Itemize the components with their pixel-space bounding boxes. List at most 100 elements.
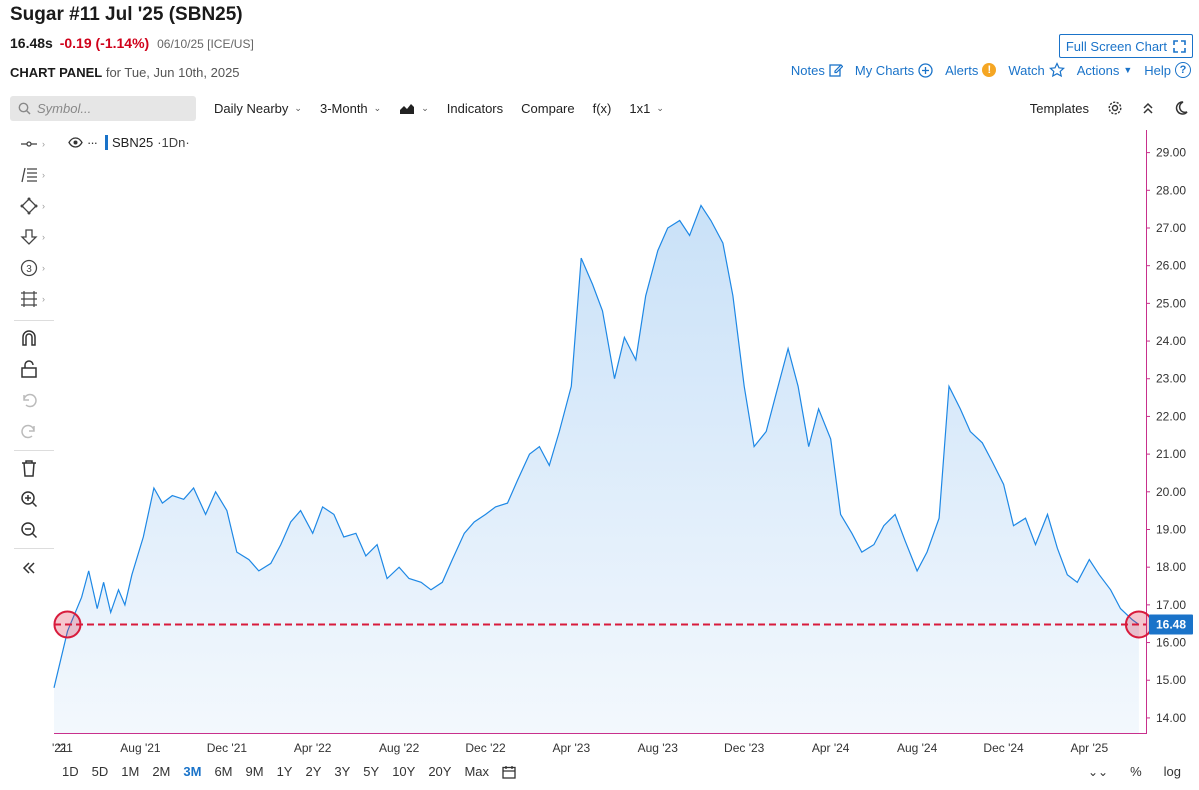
svg-text:3: 3 (26, 264, 32, 275)
chevron-right-icon: › (42, 232, 45, 242)
range-button-3m[interactable]: 3M (183, 764, 202, 779)
plus-circle-icon (918, 62, 933, 78)
my-charts-link[interactable]: My Charts (855, 63, 933, 78)
counter-tool[interactable]: 3 › (14, 256, 54, 280)
y-tick-label: 15.00 (1156, 673, 1186, 687)
chart-legend: ··· SBN25 ·1Dn· (68, 135, 190, 150)
shape-tool-icon (20, 197, 38, 215)
y-tick-label: 14.00 (1156, 711, 1186, 725)
x-tick-label: Aug '23 (638, 741, 679, 755)
caret-down-icon: ▼ (1123, 65, 1133, 75)
fib-tool-icon (21, 167, 37, 183)
range-button-6m[interactable]: 6M (214, 764, 233, 779)
redo-icon (21, 424, 35, 439)
range-button-2y[interactable]: 2Y (305, 764, 322, 779)
watch-link[interactable]: Watch (1008, 62, 1065, 78)
actions-menu[interactable]: Actions ▼ (1077, 63, 1133, 78)
notes-link[interactable]: Notes (791, 63, 843, 78)
moon-icon[interactable] (1173, 100, 1189, 116)
alerts-label: Alerts (945, 62, 979, 78)
redo-tool[interactable] (14, 419, 54, 443)
help-label: Help (1144, 62, 1171, 78)
chevron-right-icon: › (42, 139, 45, 149)
indicators-label: Indicators (446, 100, 504, 116)
full-screen-label: Full Screen Chart (1065, 38, 1167, 54)
compare-button[interactable]: Compare (521, 101, 574, 116)
top-links: Notes My Charts Alerts ! Watch Actions ▼… (791, 62, 1191, 78)
legend-interval: ·1Dn· (157, 135, 190, 150)
chart-type-dropdown[interactable]: ⌄ (399, 102, 429, 115)
range-button-1d[interactable]: 1D (62, 764, 79, 779)
fx-label: f(x) (592, 100, 612, 116)
collapse-up-icon[interactable] (1141, 101, 1155, 115)
shape-tool[interactable]: › (14, 194, 54, 218)
series-line-sbn25 (53, 204, 1140, 688)
magnet-tool[interactable] (14, 326, 54, 350)
delete-tool[interactable] (14, 456, 54, 480)
indicators-button[interactable]: Indicators (447, 101, 503, 116)
range-button-5y[interactable]: 5Y (363, 764, 380, 779)
chevron-down-icon: ⌄ (294, 102, 302, 113)
scroll-down-icon[interactable]: ⌄⌄ (1087, 764, 1109, 779)
axis-left-mask (0, 738, 54, 758)
chart-toolbar: Symbol... Daily Nearby ⌄ 3-Month ⌄ ⌄ Ind… (10, 91, 1189, 125)
range-dropdown[interactable]: 3-Month ⌄ (320, 101, 381, 116)
range-button-5d[interactable]: 5D (91, 764, 109, 779)
star-icon (1048, 62, 1065, 78)
question-icon: ? (1175, 62, 1191, 78)
line-tool-icon (21, 141, 37, 147)
lock-tool[interactable] (14, 357, 54, 381)
layout-dropdown[interactable]: 1x1 ⌄ (629, 101, 664, 116)
y-tick-label: 17.00 (1156, 598, 1186, 612)
y-tick-label: 20.00 (1156, 485, 1186, 499)
expand-icon (1173, 39, 1186, 53)
calendar-icon[interactable] (502, 765, 516, 779)
eye-icon[interactable] (68, 137, 83, 148)
range-button-1m[interactable]: 1M (121, 764, 140, 779)
alerts-link[interactable]: Alerts ! (945, 62, 997, 78)
chevron-right-icon: › (42, 201, 45, 211)
range-button-10y[interactable]: 10Y (392, 764, 416, 779)
measure-tool[interactable]: › (14, 287, 54, 311)
range-button-2m[interactable]: 2M (152, 764, 171, 779)
gear-icon[interactable] (1107, 100, 1123, 116)
collapse-sidebar-button[interactable] (14, 556, 54, 580)
arrow-down-icon (20, 229, 38, 245)
more-options-icon[interactable]: ··· (87, 135, 98, 150)
undo-icon (23, 393, 37, 408)
range-button-20y[interactable]: 20Y (428, 764, 452, 779)
line-tool[interactable]: › (14, 132, 54, 156)
actions-label: Actions (1076, 62, 1120, 78)
y-tick-label: 22.00 (1156, 409, 1186, 423)
search-icon (18, 102, 31, 115)
y-tick-label: 29.00 (1156, 146, 1186, 160)
undo-tool[interactable] (14, 388, 54, 412)
layout-label: 1x1 (629, 100, 651, 116)
compare-label: Compare (521, 100, 575, 116)
chevron-right-icon: › (42, 294, 45, 304)
divider (14, 320, 54, 321)
period-dropdown[interactable]: Daily Nearby ⌄ (214, 101, 302, 116)
divider (14, 450, 54, 451)
time-range-bar: 1D 5D 1M 2M 3M 6M 9M 1Y 2Y 3Y 5Y 10Y 20Y Max (62, 764, 516, 779)
period-label: Daily Nearby (214, 100, 289, 116)
trash-icon (22, 460, 36, 477)
templates-button[interactable]: Templates (1029, 100, 1089, 116)
zoom-out-icon (21, 522, 38, 539)
fib-tool[interactable]: › (14, 163, 54, 187)
range-button-9m[interactable]: 9M (245, 764, 264, 779)
range-button-max[interactable]: Max (464, 764, 490, 779)
range-button-3y[interactable]: 3Y (334, 764, 351, 779)
fx-button[interactable]: f(x) (593, 101, 612, 116)
log-scale-button[interactable]: log (1163, 764, 1181, 779)
zoom-out-tool[interactable] (14, 518, 54, 542)
range-button-1y[interactable]: 1Y (276, 764, 293, 779)
symbol-search-input[interactable]: Symbol... (10, 95, 196, 121)
help-link[interactable]: Help ? (1144, 62, 1191, 78)
percent-scale-button[interactable]: % (1130, 764, 1142, 779)
legend-symbol: SBN25 (112, 135, 154, 150)
full-screen-button[interactable]: Full Screen Chart (1058, 34, 1193, 58)
zoom-in-tool[interactable] (14, 487, 54, 511)
arrow-tool[interactable]: › (14, 225, 54, 249)
